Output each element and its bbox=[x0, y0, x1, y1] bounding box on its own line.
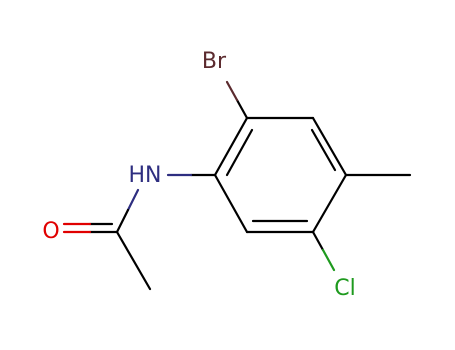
double-bond bbox=[225, 128, 254, 177]
bond bbox=[235, 98, 249, 120]
bond bbox=[311, 116, 348, 177]
bond bbox=[321, 248, 336, 272]
bond bbox=[311, 173, 348, 234]
bond bbox=[213, 116, 249, 177]
atom-label: Cl bbox=[334, 276, 355, 301]
double-bond bbox=[310, 128, 337, 172]
bond bbox=[115, 208, 130, 234]
bond bbox=[213, 173, 249, 234]
atom-label: Br bbox=[202, 49, 227, 74]
bond bbox=[126, 188, 140, 212]
bond bbox=[225, 80, 239, 102]
bond bbox=[115, 230, 152, 291]
atom-label: HN bbox=[129, 163, 162, 188]
bond bbox=[311, 230, 325, 252]
atom-label: O bbox=[42, 219, 59, 244]
bonds bbox=[62, 80, 412, 291]
